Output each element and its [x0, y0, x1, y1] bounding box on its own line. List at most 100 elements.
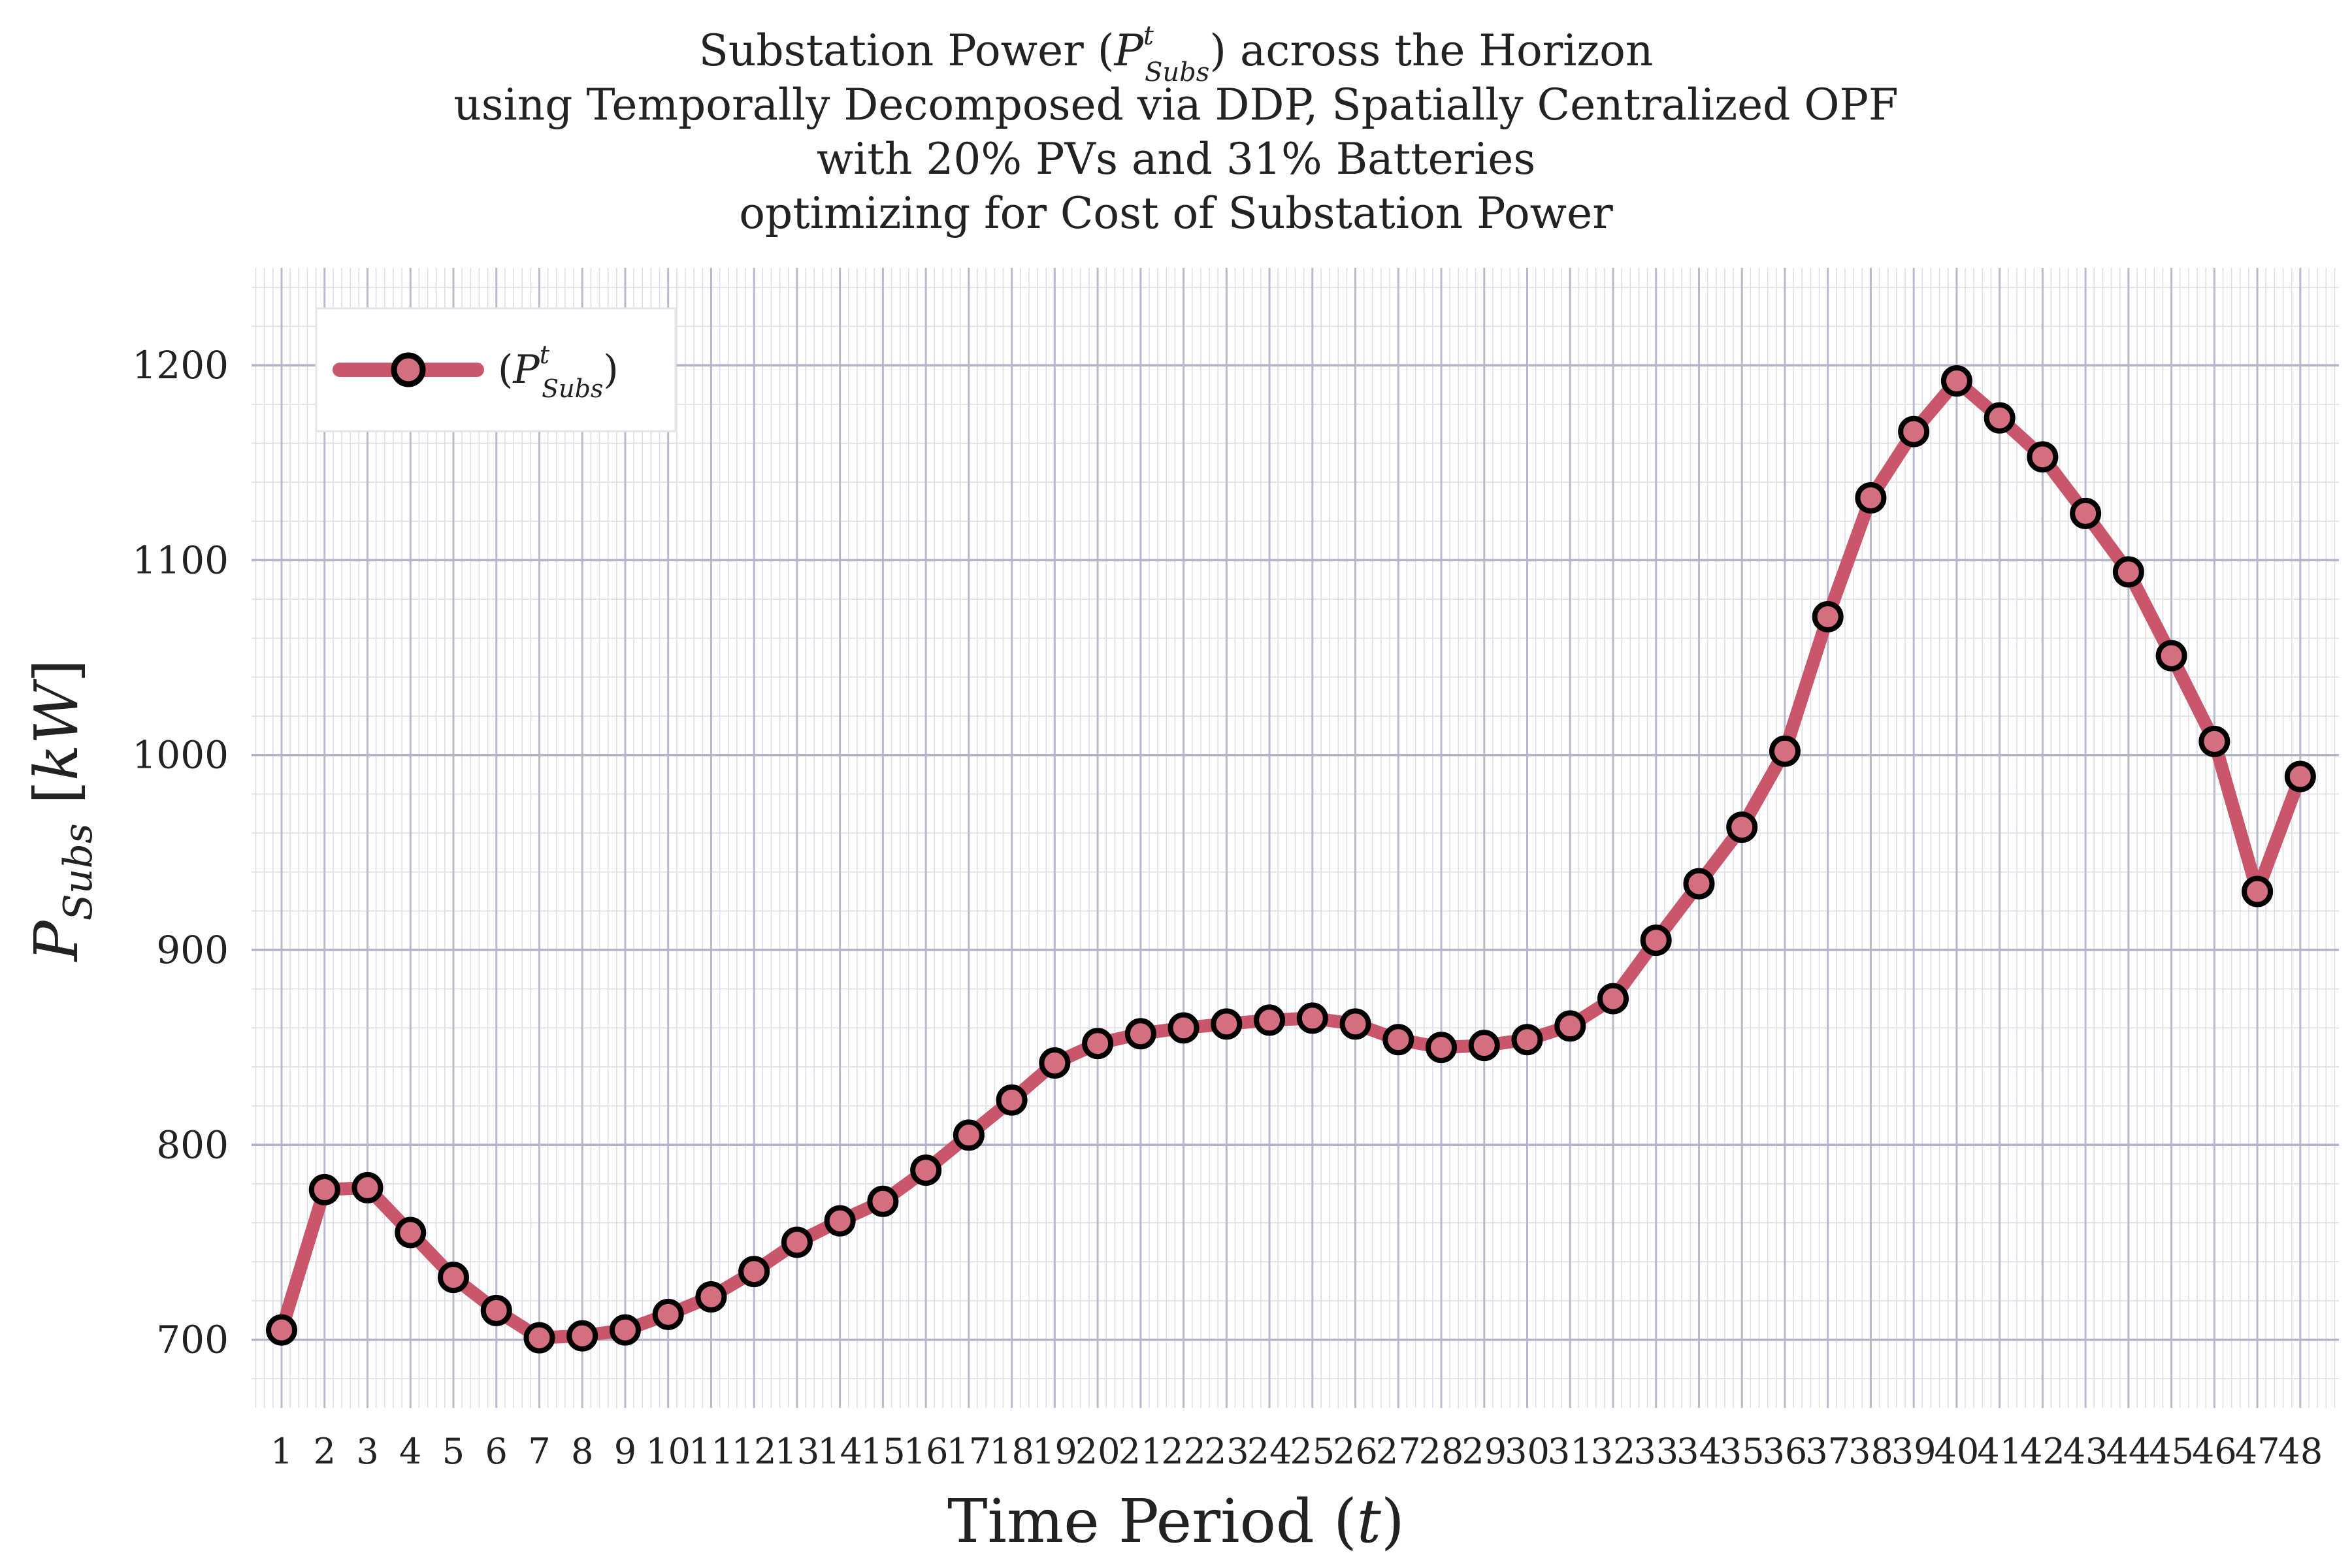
x-tick-label: 30	[1505, 1431, 1550, 1472]
x-tick-label: 23	[1204, 1431, 1249, 1472]
x-tick-label: 34	[1676, 1431, 1722, 1472]
data-point	[1211, 1008, 1243, 1040]
data-point	[523, 1322, 555, 1354]
x-tick-label: 48	[2278, 1431, 2323, 1472]
x-tick-label: 5	[442, 1431, 465, 1472]
x-tick-label: 7	[528, 1431, 550, 1472]
x-tick-label: 43	[2063, 1431, 2108, 1472]
x-tick-label: 12	[732, 1431, 777, 1472]
y-tick-label: 1100	[132, 538, 229, 582]
data-point	[437, 1262, 469, 1294]
x-tick-label: 4	[399, 1431, 421, 1472]
data-point	[1898, 416, 1930, 448]
data-point	[1039, 1047, 1071, 1079]
data-point	[1426, 1032, 1458, 1064]
x-tick-label: 24	[1247, 1431, 1292, 1472]
x-tick-label: 14	[817, 1431, 862, 1472]
x-tick-label: 37	[1805, 1431, 1850, 1472]
data-point	[1984, 402, 2016, 434]
data-point	[1511, 1024, 1543, 1056]
data-point	[2070, 497, 2102, 529]
data-point	[1296, 1002, 1328, 1034]
x-tick-labels: 1 2 3 4 5 6 7 8 9 1011121314151617181920212223242…	[270, 1431, 2323, 1472]
data-point	[824, 1205, 856, 1237]
data-point	[1726, 811, 1758, 843]
series-layer	[266, 365, 2316, 1354]
x-tick-label: 27	[1376, 1431, 1421, 1472]
data-point	[1554, 1010, 1586, 1042]
data-point	[1382, 1024, 1414, 1056]
data-point	[738, 1256, 770, 1288]
data-point	[953, 1119, 985, 1151]
data-point	[2112, 556, 2144, 588]
y-tick-label: 900	[156, 928, 229, 972]
x-tick-label: 18	[989, 1431, 1034, 1472]
x-tick-label: 17	[947, 1431, 992, 1472]
major-grid	[252, 268, 2339, 1408]
x-axis-label: Time Period (t)	[947, 1486, 1405, 1556]
x-tick-label: 44	[2106, 1431, 2151, 1472]
data-point	[1339, 1008, 1371, 1040]
data-point	[1940, 365, 1972, 397]
x-tick-label: 47	[2235, 1431, 2280, 1472]
data-point	[2242, 875, 2274, 907]
data-point	[867, 1185, 899, 1217]
x-tick-label: 38	[1848, 1431, 1893, 1472]
x-tick-label: 21	[1118, 1431, 1163, 1472]
x-tick-label: 46	[2192, 1431, 2237, 1472]
title-line-3: with 20% PVs and 31% Batteries	[817, 134, 1536, 184]
legend-label: (Pt Subs)	[498, 340, 619, 403]
data-point	[1683, 868, 1715, 900]
x-tick-label: 6	[485, 1431, 508, 1472]
data-point	[1168, 1012, 1200, 1044]
data-point	[1812, 600, 1844, 632]
x-tick-label: 36	[1763, 1431, 1808, 1472]
x-tick-label: 15	[860, 1431, 906, 1472]
x-tick-label: 39	[1891, 1431, 1936, 1472]
data-point	[652, 1298, 684, 1330]
data-point	[2027, 441, 2059, 473]
data-point	[1769, 735, 1801, 767]
data-point	[609, 1314, 641, 1346]
x-tick-label: 1	[270, 1431, 293, 1472]
x-tick-label: 28	[1419, 1431, 1464, 1472]
y-tick-label: 1000	[132, 733, 229, 777]
x-tick-label: 41	[1977, 1431, 2022, 1472]
data-point	[1124, 1018, 1156, 1050]
x-tick-label: 40	[1935, 1431, 1980, 1472]
x-tick-label: 45	[2149, 1431, 2194, 1472]
minor-grid	[252, 268, 2339, 1408]
data-point	[2284, 760, 2316, 792]
x-tick-label: 19	[1032, 1431, 1077, 1472]
data-point	[1254, 1004, 1286, 1036]
legend-marker-sample	[391, 352, 426, 387]
x-tick-label: 29	[1462, 1431, 1507, 1472]
data-point	[2198, 725, 2230, 757]
y-tick-label: 800	[156, 1122, 229, 1167]
data-point	[395, 1217, 427, 1249]
title-line-4: optimizing for Cost of Substation Power	[739, 188, 1613, 238]
x-tick-label: 22	[1161, 1431, 1206, 1472]
x-tick-label: 2	[314, 1431, 336, 1472]
data-point	[1597, 983, 1629, 1015]
y-tick-label: 1200	[132, 343, 229, 387]
data-point	[695, 1281, 727, 1313]
data-point	[1640, 924, 1672, 956]
x-tick-label: 42	[2020, 1431, 2065, 1472]
x-tick-label: 11	[689, 1431, 734, 1472]
data-point	[566, 1320, 598, 1352]
data-point	[351, 1171, 384, 1203]
legend: (Pt Subs)	[315, 307, 677, 433]
x-tick-label: 25	[1290, 1431, 1335, 1472]
x-tick-label: 35	[1720, 1431, 1765, 1472]
x-tick-label: 13	[775, 1431, 820, 1472]
x-tick-label: 9	[614, 1431, 636, 1472]
data-point	[480, 1294, 512, 1326]
x-tick-label: 3	[356, 1431, 378, 1472]
data-point	[996, 1084, 1028, 1116]
x-tick-label: 20	[1075, 1431, 1120, 1472]
y-tick-label: 700	[156, 1318, 229, 1362]
data-point	[1468, 1030, 1500, 1062]
x-tick-label: 16	[904, 1431, 949, 1472]
